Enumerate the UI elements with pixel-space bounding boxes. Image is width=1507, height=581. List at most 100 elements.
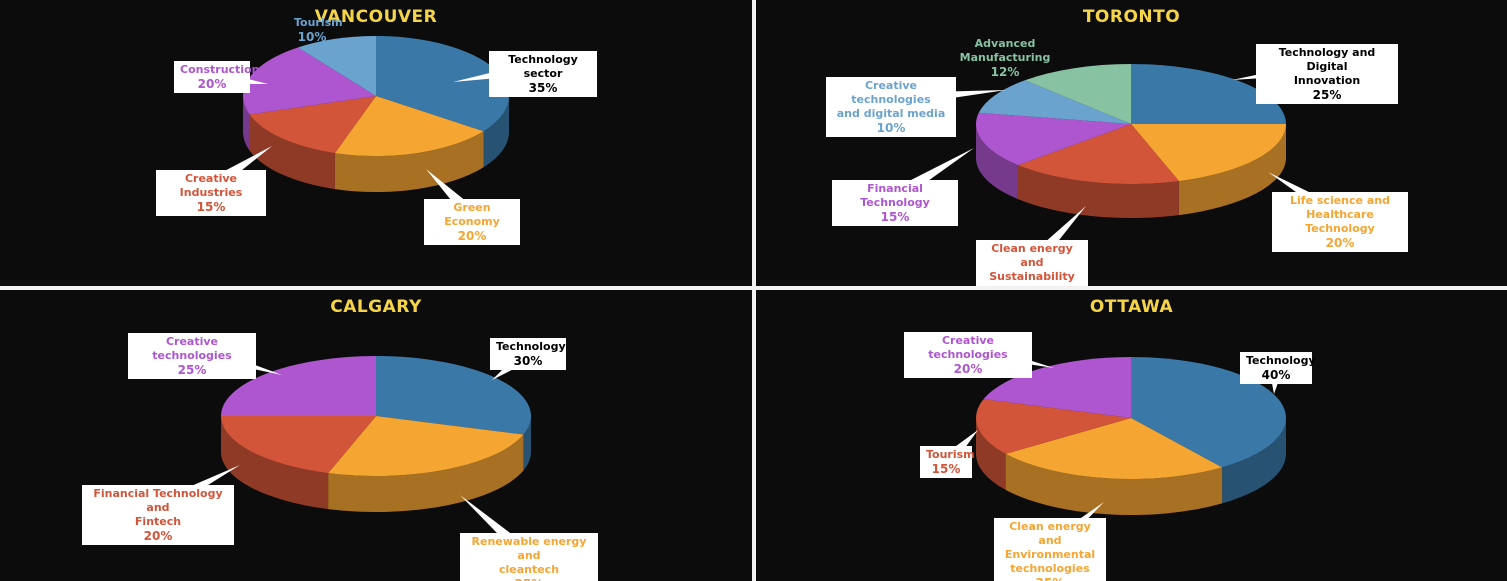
pie-slice-clean-energy-and-environmental-technologies <box>1005 418 1223 479</box>
pie-top-faces <box>976 357 1286 479</box>
data-label-percent: 18% <box>982 284 1082 286</box>
data-label-technology: Technology 30% <box>490 338 566 370</box>
pie-slice-financial-technology <box>976 112 1131 166</box>
pie-slice-renewable-energy-and-cleantech <box>328 416 524 476</box>
pie-slice-creative-technologies <box>221 356 376 416</box>
data-label-name: Tourism <box>926 448 975 461</box>
data-label-percent: 10% <box>297 30 327 44</box>
data-label-name: Life science and Healthcare Technology <box>1290 194 1390 235</box>
data-label-percent: 20% <box>197 77 227 91</box>
data-label-name: Technology <box>1246 354 1316 367</box>
data-label-renewable-energy-and-cleantech: Renewable energy and cleantech25% <box>460 533 598 581</box>
data-label-name: Advanced Manufacturing <box>959 37 1051 64</box>
data-label-percent: 20% <box>1325 236 1355 250</box>
pie-slice-side-technology-sector <box>483 96 509 168</box>
pie-side-walls <box>221 416 531 512</box>
data-label-name: Technology <box>496 340 566 353</box>
data-label-percent: 12% <box>990 65 1020 79</box>
pie-slice-side-clean-energy-and-environmental-technologies <box>1005 453 1223 515</box>
data-label-technology-sector: Technology sector 35% <box>489 51 597 97</box>
data-label-name: Creative Industries <box>179 172 243 199</box>
pie-slice-side-technology <box>523 416 531 471</box>
data-label-technology: Technology 40% <box>1240 352 1316 384</box>
data-label-percent: 25% <box>466 577 592 581</box>
data-label-financial-technology-and-fintech: Financial Technology and Fintech 20% <box>82 485 234 545</box>
pie-top-faces <box>242 36 510 157</box>
data-label-financial-technology: Financial Technology 15% <box>832 180 958 226</box>
pie-slice-creative-technologies-and-digital-media <box>978 80 1131 124</box>
data-label-creative-technologies: Creative technologies 25% <box>128 333 256 379</box>
pie-slice-side-renewable-energy-and-cleantech <box>328 434 524 512</box>
data-label-name: Financial Technology and Fintech <box>93 487 223 528</box>
data-label-name: Creative technologies <box>152 335 232 362</box>
data-label-life-science-and-healthcare-technology: Life science and Healthcare Technology 20… <box>1272 192 1408 252</box>
pie-slice-side-financial-technology-and-fintech <box>221 416 329 510</box>
data-label-name: Construction <box>180 63 260 76</box>
chart-title: VANCOUVER <box>314 7 438 27</box>
data-label-percent: 40% <box>1261 368 1291 382</box>
data-label-name: Clean energy and Environmental technolog… <box>1004 520 1096 575</box>
pie-slice-side-clean-energy-and-sustainability <box>1018 165 1179 218</box>
calgary-pie-svg <box>154 342 534 562</box>
data-label-name: Technology and Digital Innovation <box>1278 46 1376 87</box>
data-label-advanced-manufacturing: Advanced Manufacturing 12% <box>930 35 1080 81</box>
data-label-percent: 25% <box>177 363 207 377</box>
data-label-creative-technologies: Creative technologies 20% <box>904 332 1032 378</box>
pie-slice-side-construction <box>243 96 250 151</box>
pie-slice-side-life-science-and-healthcare-technology <box>1178 124 1286 216</box>
pie-slice-creative-technologies <box>983 357 1131 418</box>
chart-title: OTTAWA <box>1089 297 1174 317</box>
data-label-technology-and-digital-innovation: Technology and Digital Innovation 25% <box>1256 44 1398 104</box>
data-label-name: Creative technologies and digital media <box>836 79 946 120</box>
data-label-percent: 25% <box>1000 576 1100 581</box>
pie-side-walls <box>243 96 509 192</box>
data-label-name: Financial Technology <box>860 182 930 209</box>
data-label-tourism: Tourism 10% <box>288 14 343 46</box>
pie-side-walls <box>976 418 1286 515</box>
pie-slice-life-science-and-healthcare-technology <box>1131 124 1286 182</box>
pie-slice-creative-industries <box>249 96 376 154</box>
ottawa-chart-panel: OTTAWA Technology 40% Clean energy and Env… <box>756 290 1507 581</box>
pie-slice-side-technology <box>1222 418 1286 504</box>
pie-slice-advanced-manufacturing <box>1024 64 1131 124</box>
calgary-chart-panel: CALGARY Technology 30% Renewable energy an… <box>0 290 752 581</box>
chart-title: CALGARY <box>330 297 422 317</box>
data-label-name: Renewable energy and cleantech <box>471 535 587 576</box>
pie-top-faces <box>976 64 1286 184</box>
pie-slice-financial-technology-and-fintech <box>221 416 376 474</box>
toronto-chart-panel: TORONTO Technology and Digital Innovatio… <box>756 0 1507 286</box>
data-label-creative-technologies-and-digital-media: Creative technologies and digital media 1… <box>826 77 956 137</box>
ottawa-pie-svg <box>941 341 1286 554</box>
pie-slice-technology <box>1131 357 1286 468</box>
data-label-name: Tourism <box>294 16 343 29</box>
data-label-name: Green Economy <box>444 201 500 228</box>
pie-slice-green-economy <box>334 96 484 157</box>
data-label-percent: 15% <box>880 210 910 224</box>
data-label-percent: 10% <box>876 121 906 135</box>
pie-top-faces <box>221 356 531 476</box>
pie-slice-side-tourism <box>976 418 1006 490</box>
data-label-clean-energy-and-environmental-technologies: Clean energy and Environmental technolog… <box>994 518 1106 581</box>
pie-slice-technology <box>376 356 531 435</box>
pie-slice-clean-energy-and-sustainability <box>1018 124 1179 184</box>
data-label-creative-industries: Creative Industries 15% <box>156 170 266 216</box>
data-label-name: Technology sector <box>508 53 578 80</box>
data-label-green-economy: Green Economy 20% <box>424 199 520 245</box>
data-label-percent: 15% <box>196 200 226 214</box>
pie-slice-side-creative-industries <box>249 114 335 190</box>
data-label-name: Creative technologies <box>928 334 1008 361</box>
data-label-percent: 25% <box>1312 88 1342 102</box>
data-label-percent: 15% <box>931 462 961 476</box>
data-label-percent: 20% <box>143 529 173 543</box>
pie-slice-side-financial-technology <box>976 124 1019 200</box>
pie-slice-technology-sector <box>376 36 510 132</box>
data-label-percent: 35% <box>528 81 558 95</box>
pie-side-walls <box>976 124 1286 218</box>
data-label-percent: 30% <box>513 354 543 368</box>
pie-slice-technology-and-digital-innovation <box>1131 64 1286 124</box>
vancouver-chart-panel: VANCOUVER Technology sector 35% Green Econ… <box>0 0 752 286</box>
data-label-tourism: Tourism 15% <box>920 446 975 478</box>
pie-slice-construction <box>242 47 376 115</box>
pie-slice-side-green-economy <box>334 131 484 192</box>
